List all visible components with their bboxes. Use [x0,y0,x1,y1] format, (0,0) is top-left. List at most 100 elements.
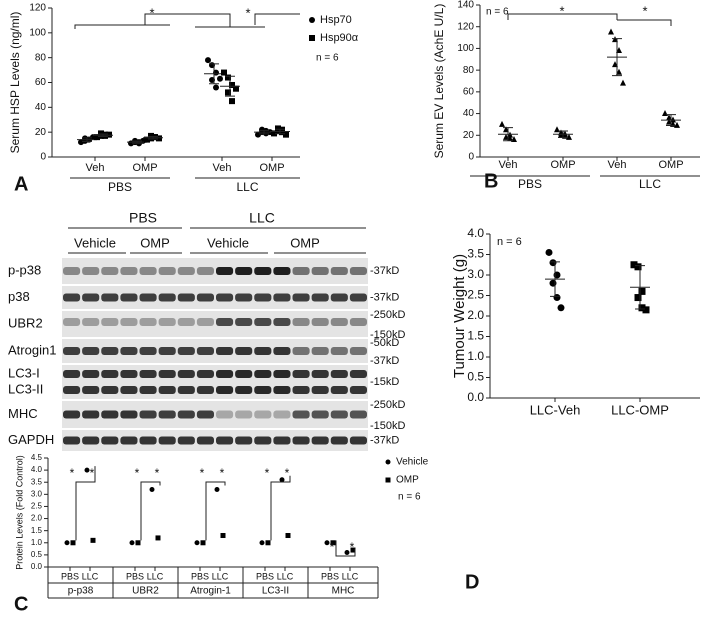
group-label: Atrogin-1 [190,586,231,597]
bracket [140,481,161,541]
bracket [507,13,618,20]
blot-band [82,318,100,326]
kd-marker: -15kD [370,376,399,388]
error-bar [132,140,142,144]
blot-strip [62,430,368,451]
blot-band [177,267,195,275]
error-bar [259,129,269,135]
blot-band [139,293,157,302]
blot-band [177,386,195,394]
group-label: PBS [518,177,542,191]
x-tick-label: LLC [82,571,99,581]
blot-band [101,293,119,302]
row-label: GAPDH [8,432,54,447]
annotation: * [135,466,140,480]
point [566,133,572,140]
blot-band [273,410,291,419]
blot-band [216,347,234,355]
y-tick-label: 80 [35,52,47,63]
blot-band [311,293,329,302]
bracket [144,13,231,27]
y-tick-label: 3.5 [31,477,43,486]
blot-band [82,347,100,355]
blot-band [139,267,157,275]
point [545,248,553,256]
blot-band [177,347,195,355]
kd-marker: -250kD [370,399,406,411]
blot-band [292,436,310,445]
blot-band [235,347,253,355]
blot-band [177,370,195,378]
blot-band [63,318,81,326]
error-bar [209,63,219,85]
error-bar [503,127,513,142]
y-tick-label: 100 [29,27,46,38]
legend-label: Hsp70 [320,14,352,26]
error-bar [666,114,676,127]
blot-band [330,386,348,394]
point [344,549,350,555]
blot-band [292,370,310,378]
blot-band [196,386,214,394]
point [129,540,135,546]
point [642,306,650,314]
x-tick-label: LLC-Veh [530,402,581,417]
blot-band [82,370,100,378]
blot-band [254,347,272,355]
blot-band [158,293,176,302]
y-tick-label: 4.0 [31,465,43,474]
point [214,486,220,492]
kd-marker: -37kD [370,355,399,367]
point [271,130,277,137]
blot-band [311,410,329,419]
annotation: * [350,540,355,554]
x-tick-label: OMP [259,162,284,174]
y-tick-label: 4.5 [31,453,43,462]
blot-band [330,293,348,302]
blot-band [273,436,291,445]
annotation: * [245,5,250,20]
y-tick-label: 0.0 [467,390,484,404]
blot-band [311,370,329,378]
y-tick-label: 60 [35,77,47,88]
x-tick-label: PBS [126,571,144,581]
y-tick-label: 60 [463,86,475,97]
x-tick-label: Veh [213,162,232,174]
blot-band [177,318,195,326]
group-label: LLC [236,180,258,194]
blot-band [330,370,348,378]
point [557,304,565,312]
y-tick-label: 1.5 [467,329,484,343]
y-tick-label: 3.5 [467,247,484,261]
point [205,57,211,64]
blot-band [235,318,253,326]
point [213,84,219,91]
point [90,537,96,543]
blot-band [273,370,291,378]
error-bar [275,128,285,135]
treatment-label: Vehicle [74,235,116,250]
kd-marker: -37kD [370,265,399,277]
y-tick-label: 1.0 [31,538,43,547]
y-axis-title: Serum EV Levels (AchE U/L) [432,4,446,159]
y-tick-label: 40 [35,102,47,113]
y-axis-title: Serum HSP Levels (ng/ml) [8,12,22,154]
blot-band [158,386,176,394]
point [634,263,642,271]
annotation: * [149,5,154,20]
blot-band [82,410,100,419]
y-tick-label: 0.0 [31,562,43,571]
y-tick-label: 100 [457,43,474,54]
point [225,89,231,96]
annotation: * [330,540,335,554]
blot-band [254,436,272,445]
row-label: Atrogin1 [8,342,56,357]
blot-band [216,386,234,394]
kd-marker: -250kD [370,309,406,321]
error-bar [550,261,560,297]
kd-marker: -50kD [370,337,399,349]
point [106,131,112,138]
y-tick-label: 20 [35,127,47,138]
kd-marker: -37kD [370,291,399,303]
blot-band [63,267,81,275]
